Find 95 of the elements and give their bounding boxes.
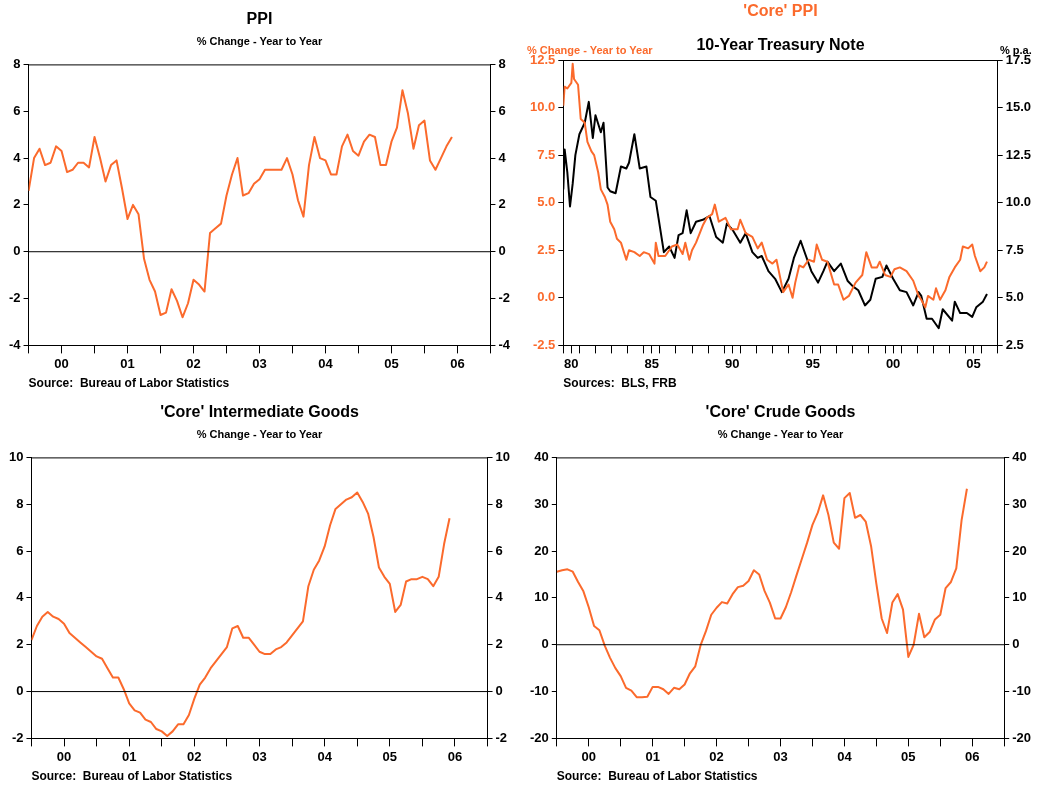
- y-tick-label: 0.0: [537, 289, 556, 305]
- chart-title: 'Core' Crude Goods: [705, 403, 856, 421]
- y2-tick-label: 0: [1012, 636, 1020, 652]
- x-tick-label: 02: [186, 355, 201, 371]
- x-tick-label: 00: [581, 748, 596, 764]
- x-tick-label: 00: [54, 355, 69, 371]
- y2-tick-label: 40: [1012, 448, 1027, 464]
- y-tick-label: -20: [529, 729, 549, 745]
- y-tick-label: 20: [534, 542, 549, 558]
- x-tick-label: 85: [644, 355, 660, 371]
- y2-tick-label: 0: [498, 243, 506, 259]
- text: 'Core' PPI: [743, 2, 818, 19]
- x-tick-label: 05: [384, 355, 399, 371]
- y-tick-label: 10: [534, 589, 549, 605]
- y-tick-label: 2.5: [537, 241, 556, 257]
- x-tick-label: 95: [805, 355, 820, 371]
- y2-tick-label: 2: [495, 636, 503, 652]
- source-note: Source: Bureau of Labor Statistics: [28, 376, 230, 390]
- y-tick-label: -2: [11, 729, 24, 745]
- y2-tick-label: -2: [498, 290, 510, 306]
- x-tick-label: 03: [252, 748, 267, 764]
- y-tick-label: -4: [9, 336, 22, 352]
- y2-tick-label: -10: [1012, 683, 1032, 699]
- x-tick-label: 01: [121, 748, 137, 764]
- x-tick-label: 05: [382, 748, 398, 764]
- x-tick-label: 04: [317, 748, 333, 764]
- y-tick-label: -2: [9, 290, 21, 306]
- y-tick-label: 2: [13, 196, 21, 212]
- chart-title: 'Core' Intermediate Goods: [160, 403, 359, 421]
- chart-subtitle: % Change - Year to Year: [717, 427, 844, 440]
- x-tick-label: 00: [885, 355, 901, 371]
- chart-title: PPI: [246, 10, 273, 28]
- y2-tick-label: 7.5: [1005, 241, 1024, 257]
- y-tick-label: 6: [13, 102, 21, 118]
- y2-tick-label: -4: [498, 336, 511, 352]
- y-tick-label: 2: [16, 636, 24, 652]
- y2-tick-label: 15.0: [1005, 99, 1032, 115]
- x-tick-label: 05: [966, 355, 981, 371]
- y2-tick-label: 8: [498, 55, 506, 71]
- x-tick-label: 05: [901, 748, 916, 764]
- y2-axis-title: % p.a.: [999, 44, 1032, 56]
- y2-tick-label: 2: [498, 196, 506, 212]
- y2-tick-label: 20: [1012, 542, 1027, 558]
- x-tick-label: 90: [725, 355, 740, 371]
- y-tick-label: 0: [16, 683, 24, 699]
- y2-tick-label: 8: [495, 495, 503, 511]
- y2-tick-label: 10: [1012, 589, 1027, 605]
- y-tick-label: 7.5: [537, 146, 556, 162]
- x-tick-label: 04: [837, 748, 853, 764]
- y-tick-label: 10.0: [529, 99, 556, 115]
- y2-tick-label: 6: [495, 542, 503, 558]
- y-tick-label: 10: [8, 448, 24, 464]
- y2-tick-label: 30: [1012, 495, 1027, 511]
- y2-tick-label: 2.5: [1005, 336, 1024, 352]
- y-tick-label: 30: [534, 495, 549, 511]
- y-tick-label: -2.5: [532, 336, 556, 352]
- x-tick-label: 06: [965, 748, 980, 764]
- y2-tick-label: 4: [495, 589, 504, 605]
- y2-tick-label: 12.5: [1005, 146, 1032, 162]
- y2-tick-label: 5.0: [1005, 289, 1024, 305]
- x-tick-label: 02: [709, 748, 724, 764]
- y-tick-label: 4: [13, 149, 22, 165]
- x-tick-label: 06: [447, 748, 463, 764]
- y2-tick-label: 0: [495, 683, 503, 699]
- y2-tick-label: 4: [498, 149, 507, 165]
- y-tick-label: 4: [16, 589, 25, 605]
- chart-subtitle: % Change - Year to Year: [196, 34, 323, 47]
- x-tick-label: 80: [564, 355, 579, 371]
- x-tick-label: 02: [187, 748, 202, 764]
- y2-tick-label: 6: [498, 102, 506, 118]
- y2-tick-label: -20: [1012, 729, 1032, 745]
- y2-tick-label: -2: [495, 729, 508, 745]
- source-note: Source: Bureau of Labor Statistics: [556, 769, 758, 783]
- y2-tick-label: 10.0: [1005, 194, 1032, 210]
- y-tick-label: 5.0: [537, 194, 556, 210]
- y-tick-label: 40: [534, 448, 549, 464]
- x-tick-label: 03: [252, 355, 267, 371]
- y-tick-label: -10: [529, 683, 549, 699]
- x-tick-label: 06: [450, 355, 465, 371]
- x-tick-label: 03: [773, 748, 788, 764]
- x-tick-label: 01: [120, 355, 135, 371]
- y-tick-label: 0: [13, 243, 21, 259]
- chart-subtitle: % Change - Year to Year: [196, 427, 323, 440]
- y-tick-label: 8: [13, 55, 21, 71]
- y-tick-label: 8: [16, 495, 24, 511]
- x-tick-label: 01: [645, 748, 660, 764]
- text: 10-Year Treasury Note: [696, 36, 865, 53]
- y-tick-label: 6: [16, 542, 24, 558]
- y-tick-label: 0: [541, 636, 549, 652]
- source-note: Source: Bureau of Labor Statistics: [31, 769, 233, 783]
- x-tick-label: 00: [56, 748, 72, 764]
- source-note: Sources: BLS, FRB: [563, 376, 677, 390]
- y-axis-title: % Change - Year to Year: [527, 44, 654, 56]
- x-tick-label: 04: [318, 355, 334, 371]
- y2-tick-label: 10: [495, 448, 511, 464]
